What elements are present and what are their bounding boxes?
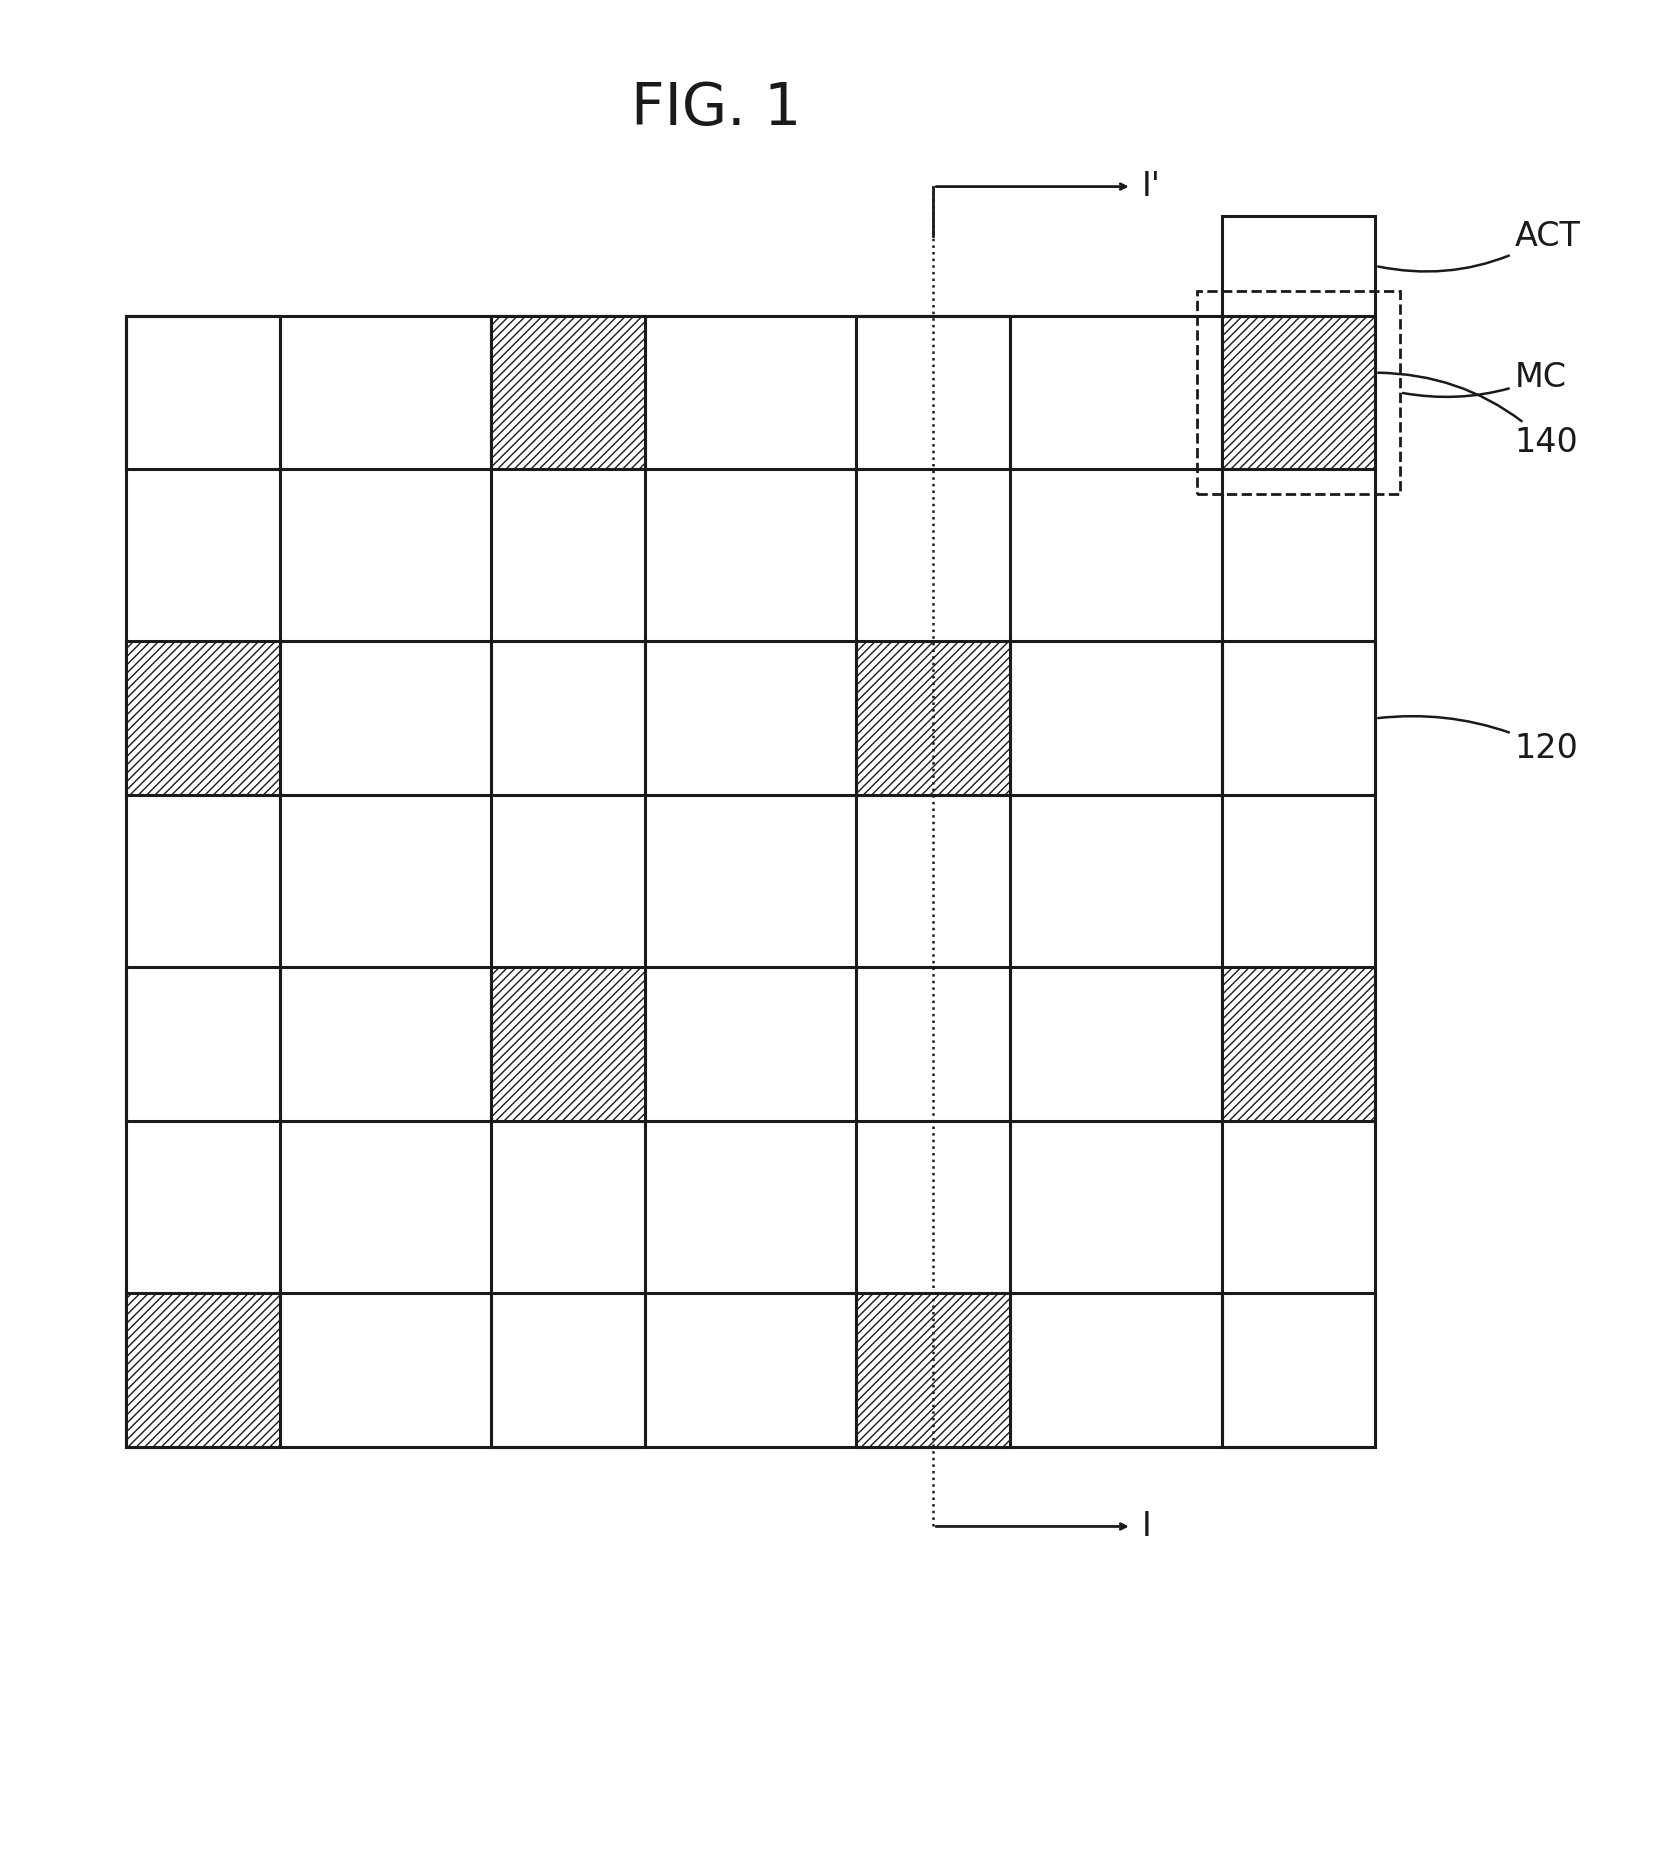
Bar: [126, 317, 1376, 470]
Text: MC: MC: [1403, 361, 1566, 396]
Bar: [1221, 1294, 1376, 1447]
Bar: [1221, 968, 1376, 1122]
Bar: [491, 317, 646, 470]
Bar: [491, 1294, 646, 1447]
Bar: [126, 317, 280, 470]
Bar: [1221, 968, 1376, 1122]
Bar: [126, 1294, 280, 1447]
Bar: [126, 642, 280, 796]
Bar: [126, 1294, 280, 1447]
Bar: [126, 317, 280, 1447]
Bar: [491, 968, 646, 1122]
Bar: [1221, 317, 1376, 470]
Text: 140: 140: [1378, 372, 1577, 459]
Bar: [126, 968, 1376, 1122]
Bar: [126, 968, 280, 1122]
Bar: [857, 968, 1010, 1122]
Bar: [491, 317, 646, 1447]
Bar: [126, 642, 280, 796]
Bar: [857, 1294, 1010, 1447]
Bar: [1196, 291, 1399, 494]
Bar: [491, 642, 646, 796]
Bar: [857, 317, 1010, 470]
Bar: [1221, 642, 1376, 796]
Text: I: I: [1142, 1510, 1151, 1544]
Text: FIG. 1: FIG. 1: [631, 80, 802, 137]
Text: I': I': [1142, 170, 1160, 204]
Bar: [1221, 317, 1376, 470]
Bar: [126, 1294, 1376, 1447]
Bar: [857, 317, 1010, 1447]
Text: 120: 120: [1378, 716, 1577, 764]
Bar: [491, 317, 646, 470]
Bar: [491, 968, 646, 1122]
Bar: [857, 642, 1010, 796]
Text: ACT: ACT: [1378, 220, 1581, 272]
Bar: [1221, 317, 1376, 1447]
Bar: [126, 642, 1376, 796]
Bar: [857, 642, 1010, 796]
Bar: [1221, 217, 1376, 317]
Bar: [857, 1294, 1010, 1447]
